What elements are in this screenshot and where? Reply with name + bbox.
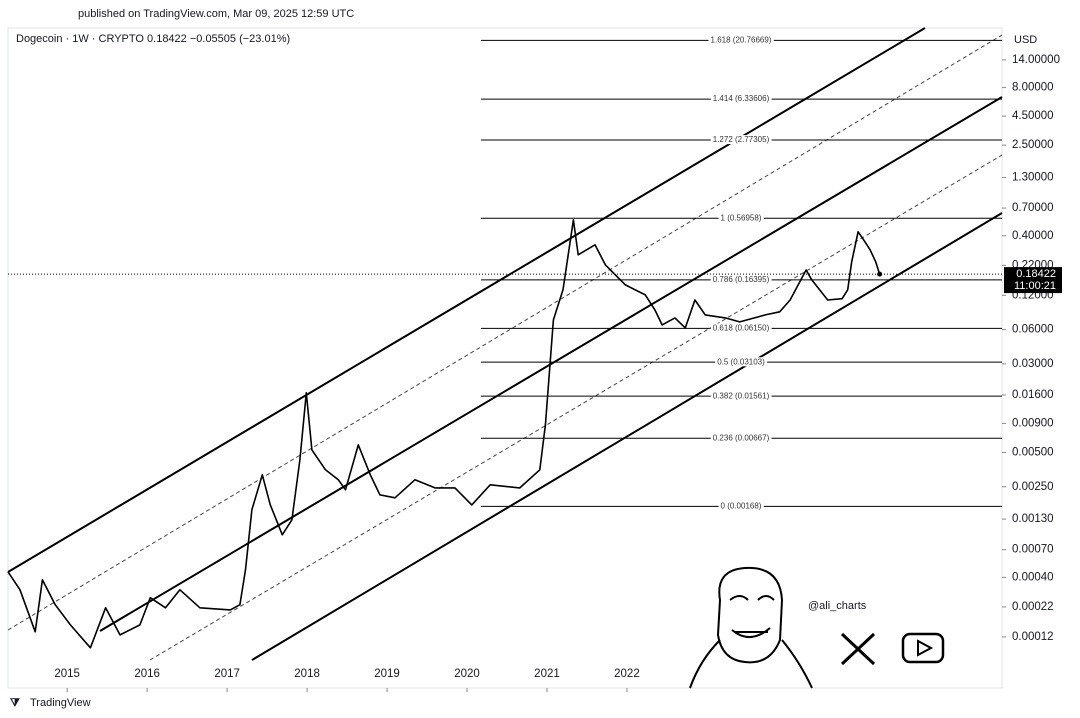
price-badge bbox=[1004, 267, 1062, 294]
fib-label-bg bbox=[710, 274, 772, 284]
fib-label: 0 (0.00168) bbox=[721, 502, 762, 511]
y-tick-label: 0.00500 bbox=[1012, 446, 1054, 458]
channel-upper bbox=[7, 27, 926, 573]
fib-label: 0.618 (0.06150) bbox=[713, 323, 770, 332]
x-tick-label: 2019 bbox=[374, 668, 400, 680]
youtube-play bbox=[917, 639, 934, 657]
x-tick-label: 2020 bbox=[454, 668, 480, 680]
x-tick-label: 2021 bbox=[534, 668, 560, 680]
y-tick-label: 8.00000 bbox=[1012, 82, 1054, 94]
y-tick-label: 1.30000 bbox=[1012, 171, 1054, 183]
y-tick-label: 0.06000 bbox=[1012, 324, 1054, 336]
y-tick-label: 0.00012 bbox=[1012, 631, 1054, 643]
x-tick-label: 2022 bbox=[614, 668, 640, 680]
channel-middle bbox=[99, 96, 1003, 632]
published-note: published on TradingView.com, Mar 09, 20… bbox=[78, 8, 354, 20]
y-tick-label: 0.40000 bbox=[1012, 230, 1054, 242]
fib-label-bg bbox=[710, 433, 772, 443]
watermark-handle: @ali_charts bbox=[808, 600, 867, 612]
y-tick-label: 0.00130 bbox=[1012, 513, 1054, 525]
countdown: 11:00:21 bbox=[1014, 280, 1056, 292]
x-tick-label: 2017 bbox=[214, 668, 240, 680]
y-tick-label: 4.50000 bbox=[1012, 110, 1054, 122]
y-unit: USD bbox=[1014, 34, 1037, 46]
fib-label-bg bbox=[710, 323, 772, 333]
fib-label-bg bbox=[710, 94, 772, 104]
fib-label-bg bbox=[710, 391, 772, 401]
fib-label-bg bbox=[718, 501, 764, 511]
y-tick-label: 0.00250 bbox=[1012, 481, 1054, 493]
avatar bbox=[689, 566, 813, 689]
y-tick-label: 0.00022 bbox=[1012, 601, 1054, 613]
y-tick-label: 14.00000 bbox=[1012, 54, 1060, 66]
price-line bbox=[7, 219, 881, 649]
fib-label-bg bbox=[708, 35, 774, 45]
y-tick-label: 0.00040 bbox=[1012, 571, 1054, 583]
y-tick-label: 2.50000 bbox=[1012, 139, 1054, 151]
channel-lower bbox=[251, 212, 1003, 661]
fib-label: 1.618 (20.76669) bbox=[711, 36, 772, 45]
fib-label: 1 (0.56958) bbox=[721, 213, 762, 222]
footer-brand: TradingView bbox=[30, 697, 91, 709]
fib-label: 0.5 (0.03103) bbox=[717, 357, 765, 366]
youtube-icon bbox=[901, 632, 945, 664]
x-tick-label: 2018 bbox=[294, 668, 320, 680]
price-badge-label: 0.18422 bbox=[1016, 268, 1056, 280]
fib-label: 0.236 (0.00667) bbox=[713, 433, 770, 442]
fib-label: 1.414 (6.33606) bbox=[713, 94, 770, 103]
fib-label: 0.382 (0.01561) bbox=[713, 391, 770, 400]
channel-lines bbox=[7, 27, 1003, 661]
x-icon bbox=[840, 632, 876, 666]
fib-label: 1.272 (2.77305) bbox=[713, 135, 770, 144]
y-tick-label: 0.00070 bbox=[1012, 544, 1054, 556]
footer-logo: ⧩ bbox=[9, 697, 20, 709]
y-tick-label: 0.01600 bbox=[1012, 389, 1054, 401]
y-tick-label: 0.70000 bbox=[1012, 202, 1054, 214]
x-tick-label: 2016 bbox=[134, 668, 160, 680]
fib-label-bg bbox=[715, 357, 768, 367]
fib-label-bg bbox=[718, 213, 764, 223]
y-tick-label: 0.00900 bbox=[1012, 417, 1054, 429]
x-tick-label: 2015 bbox=[54, 668, 80, 680]
watermark: @ali_charts bbox=[689, 566, 945, 689]
fib-label: 0.786 (0.16395) bbox=[713, 275, 770, 284]
y-tick-label: 0.03000 bbox=[1012, 358, 1054, 370]
last-price-dot bbox=[877, 271, 883, 277]
fib-label-bg bbox=[710, 135, 772, 145]
plot-frame bbox=[7, 27, 1003, 689]
chart-title: Dogecoin · 1W · CRYPTO 0.18422 −0.05505 … bbox=[16, 33, 290, 45]
